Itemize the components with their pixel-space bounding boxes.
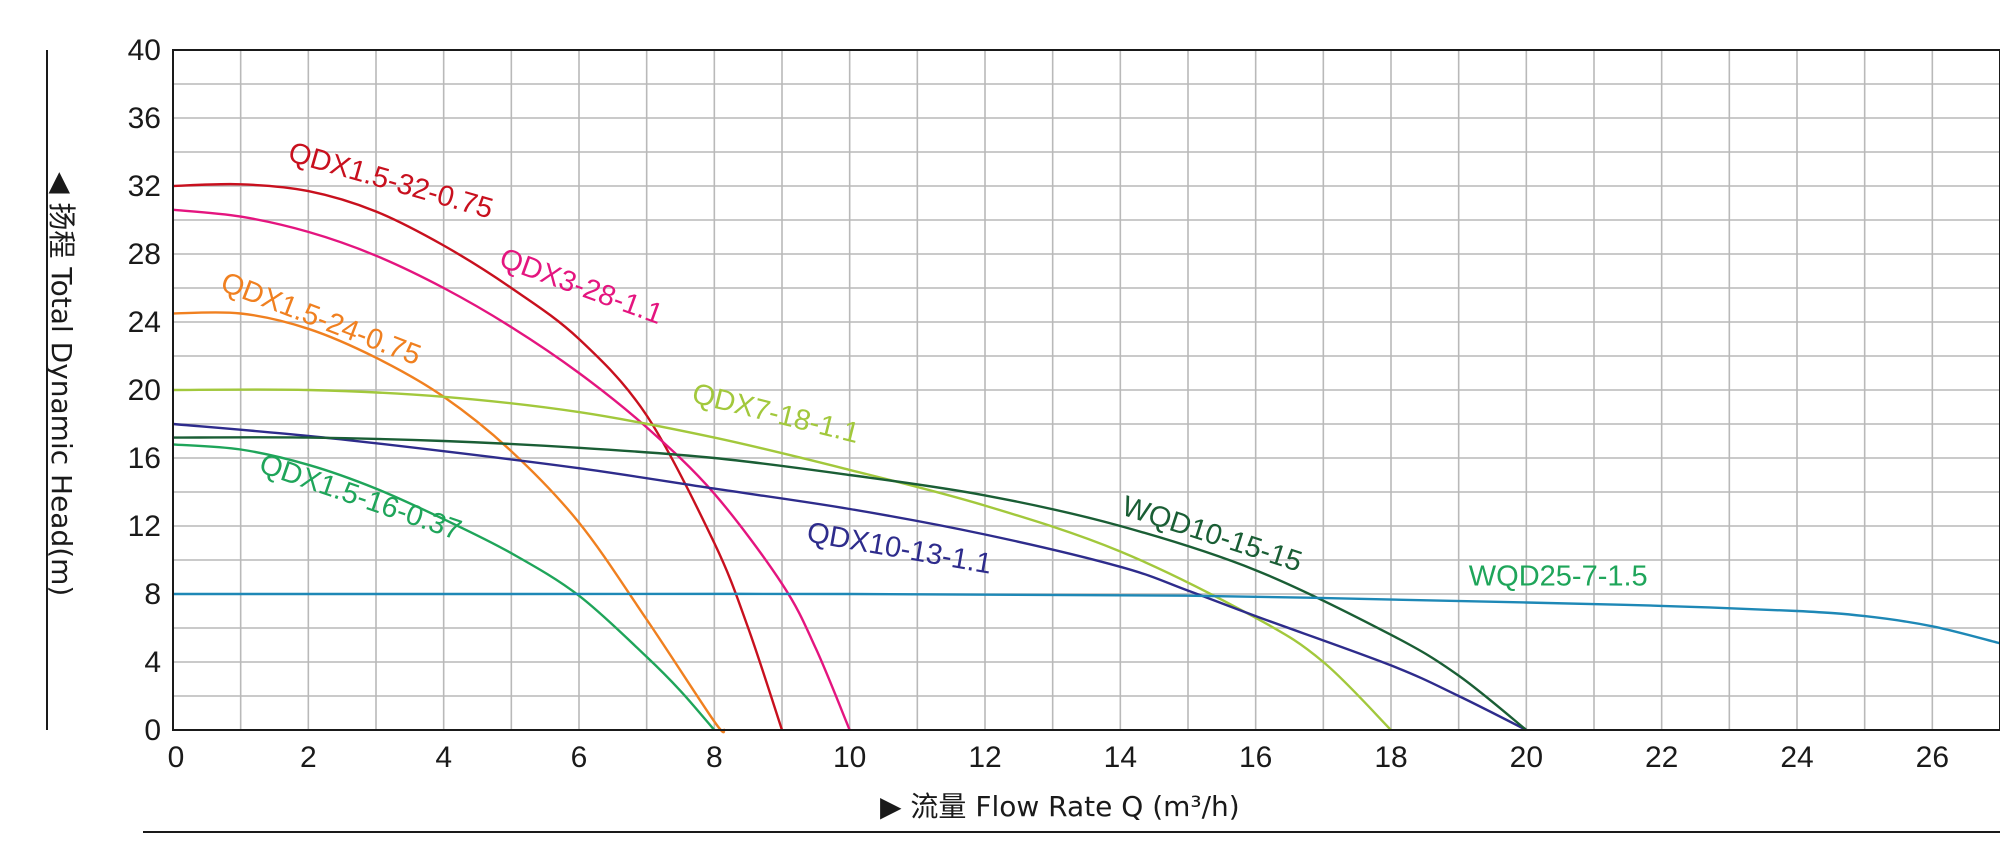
x-tick-labels: 0 2 4 6 8 10 12 14 16 18 20 22 24 26 (168, 741, 1949, 774)
series-label: WQD25-7-1.5 (1469, 561, 1648, 593)
y-tick-label: 8 (144, 578, 161, 611)
plot-frame (172, 49, 2000, 731)
x-tick-label: 24 (1780, 741, 1813, 774)
x-tick-label: 18 (1374, 741, 1407, 774)
x-tick-label: 6 (571, 741, 588, 774)
series-line-qdx1-5-32-0-75 (172, 182, 784, 731)
y-tick-label: 16 (128, 442, 161, 475)
y-tick-label: 4 (144, 646, 161, 679)
y-axis-title: ◀ 扬程 Total Dynamic Head(m) (45, 172, 78, 596)
series-line-qdx1-5-16-0-37 (172, 443, 716, 731)
y-tick-label: 40 (128, 34, 161, 67)
y-tick-label: 0 (144, 714, 161, 747)
x-tick-label: 26 (1916, 741, 1949, 774)
y-tick-label: 20 (128, 374, 161, 407)
y-tick-label: 28 (128, 238, 161, 271)
y-tick-label: 12 (128, 510, 161, 543)
series-line-qdx7-18-1-1 (172, 388, 1392, 731)
x-tick-label: 16 (1239, 741, 1272, 774)
x-tick-label: 12 (968, 741, 1001, 774)
x-axis-title: ▶ 流量 Flow Rate Q (m³/h) (880, 790, 1240, 823)
x-tick-label: 2 (300, 741, 317, 774)
series-line-wqd10-15-15 (172, 436, 1528, 731)
y-tick-label: 24 (128, 306, 161, 339)
series-line-wqd25-7-1-5 (173, 592, 2000, 645)
x-tick-label: 20 (1510, 741, 1543, 774)
x-tick-label: 4 (435, 741, 452, 774)
series-label: QDX3-28-1.1 (495, 242, 666, 331)
series-line-qdx1-5-24-0-75 (172, 311, 726, 734)
y-tick-label: 32 (128, 170, 161, 203)
series-lines (172, 182, 2000, 734)
series-label: QDX1.5-16-0.37 (255, 448, 465, 547)
series-label: QDX1.5-32-0.75 (285, 136, 497, 225)
grid-lines (173, 50, 2000, 730)
x-tick-label: 22 (1645, 741, 1678, 774)
y-tick-labels: 0 4 8 12 16 20 24 28 32 36 40 (128, 34, 161, 747)
series-line-qdx3-28-1-1 (172, 208, 851, 731)
x-tick-label: 0 (168, 741, 185, 774)
y-tick-label: 36 (128, 102, 161, 135)
series-line-qdx10-13-1-1 (172, 422, 1527, 732)
x-tick-label: 8 (706, 741, 723, 774)
x-tick-label: 10 (833, 741, 866, 774)
x-tick-label: 14 (1104, 741, 1137, 774)
